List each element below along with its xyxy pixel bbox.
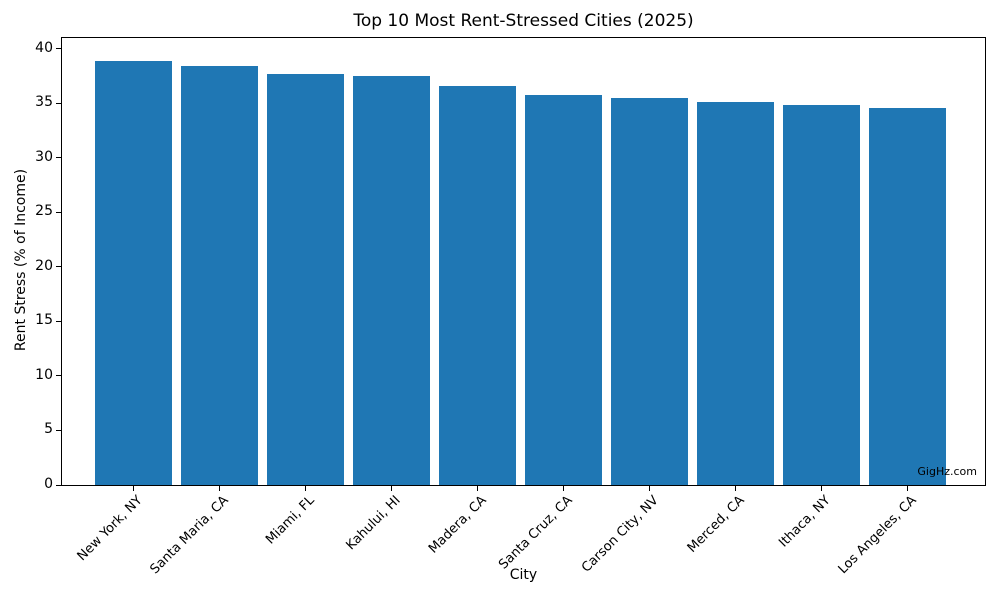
x-tick-mark [305,486,306,491]
y-tick-label: 0 [44,476,53,492]
x-tick-mark [649,486,650,491]
plot-area [56,37,986,491]
y-tick-mark [56,484,61,486]
x-tick-mark [907,486,908,491]
y-tick-mark [56,157,61,159]
x-tick-mark [219,486,220,491]
x-tick-mark [391,486,392,491]
bar [782,104,860,485]
x-tick-mark [821,486,822,491]
bar [696,102,774,485]
y-tick-mark [56,102,61,104]
x-tick-mark [563,486,564,491]
y-tick-label: 40 [35,39,53,56]
y-tick-label: 20 [35,257,53,274]
y-axis-label: Rent Stress (% of Income) [13,168,29,352]
x-axis-label: City [509,567,538,583]
y-tick-label: 10 [35,366,53,383]
bar [94,60,172,485]
bar [180,66,258,485]
y-tick-label: 15 [35,312,53,329]
x-tick-mark [477,486,478,491]
y-tick-label: 5 [44,421,53,438]
y-tick-label: 25 [35,203,53,220]
y-tick-mark [56,429,61,431]
chart-title: Top 10 Most Rent-Stressed Cities (2025) [353,11,694,31]
bar [610,97,688,485]
y-tick-label: 30 [35,148,53,165]
y-tick-mark [56,375,61,377]
y-tick-mark [56,320,61,322]
x-tick-mark [133,486,134,491]
bar [868,107,946,485]
bar [266,73,344,485]
watermark: GigHz.com [917,465,977,478]
x-tick-mark [735,486,736,491]
x-tick-label: New York, NY [74,493,146,565]
y-tick-label: 35 [35,94,53,111]
y-tick-mark [56,266,61,268]
bar [438,85,516,485]
bar [524,94,602,485]
y-tick-mark [56,211,61,213]
bar [352,76,430,485]
y-tick-mark [56,48,61,50]
